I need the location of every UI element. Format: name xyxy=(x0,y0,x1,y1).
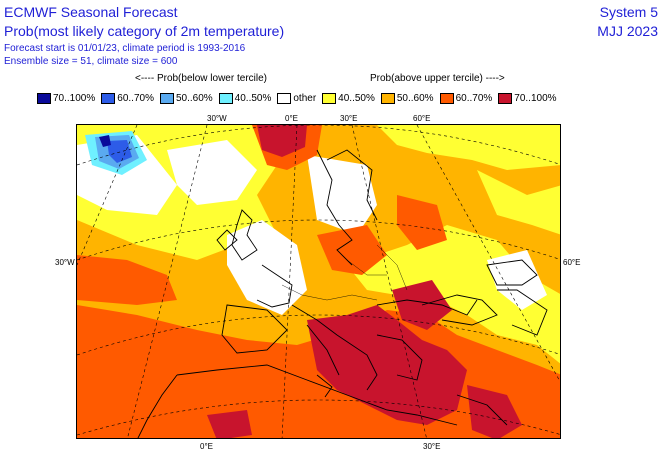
forecast-start-info: Forecast start is 01/01/23, climate peri… xyxy=(4,43,246,54)
map xyxy=(76,124,561,439)
graticule xyxy=(77,125,560,438)
legend-swatch xyxy=(322,93,337,104)
forecast-title: ECMWF Seasonal Forecast xyxy=(4,4,178,20)
legend-label: 40..50% xyxy=(234,93,272,104)
system-label: System 5 xyxy=(599,4,658,20)
legend-swatch xyxy=(277,93,292,104)
ensemble-size-info: Ensemble size = 51, climate size = 600 xyxy=(4,56,178,67)
legend-label: other xyxy=(293,93,317,104)
legend-item: 60..70% xyxy=(101,93,154,104)
legend-swatch xyxy=(439,93,454,104)
lon-label-top-60e: 60°E xyxy=(413,114,431,123)
lon-label-bottom-0: 0°E xyxy=(200,442,213,451)
legend-swatch xyxy=(380,93,395,104)
lon-label-bottom-30e: 30°E xyxy=(423,442,441,451)
legend-item: 40..50% xyxy=(322,93,375,104)
legend-item: 40..50% xyxy=(218,93,272,104)
lon-label-right-60e: 60°E xyxy=(563,258,581,267)
period-label: MJJ 2023 xyxy=(597,23,658,39)
legend-label: 50..60% xyxy=(175,93,213,104)
coastlines xyxy=(137,149,548,438)
legend: 70..100% 60..70% 50..60% 40..50% other 40..50… xyxy=(37,93,563,104)
legend-item: 60..70% xyxy=(439,93,493,104)
legend-below-heading: <---- Prob(below lower tercile) xyxy=(135,73,267,84)
legend-label: 60..70% xyxy=(455,93,493,104)
legend-item: 70..100% xyxy=(37,93,95,104)
legend-swatch xyxy=(498,93,513,104)
lon-label-top-30e: 30°E xyxy=(340,114,358,123)
legend-item: other xyxy=(277,93,316,104)
lon-label-top-0: 0°E xyxy=(285,114,298,123)
legend-item: 50..60% xyxy=(159,93,213,104)
legend-swatch xyxy=(218,93,233,104)
lon-label-top-30w: 30°W xyxy=(207,114,227,123)
legend-swatch xyxy=(101,93,116,104)
legend-above-heading: Prob(above upper tercile) ----> xyxy=(370,73,505,84)
legend-item: 70..100% xyxy=(498,93,557,104)
legend-swatch xyxy=(159,93,174,104)
legend-item: 50..60% xyxy=(380,93,434,104)
legend-label: 70..100% xyxy=(53,93,96,104)
forecast-subtitle: Prob(most likely category of 2m temperat… xyxy=(4,23,285,39)
legend-label: 70..100% xyxy=(514,93,557,104)
probability-map xyxy=(77,125,560,438)
legend-label: 50..60% xyxy=(396,93,434,104)
lon-label-left-30w: 30°W xyxy=(55,258,75,267)
legend-label: 60..70% xyxy=(117,93,154,104)
legend-label: 40..50% xyxy=(338,93,375,104)
legend-swatch xyxy=(37,93,51,104)
